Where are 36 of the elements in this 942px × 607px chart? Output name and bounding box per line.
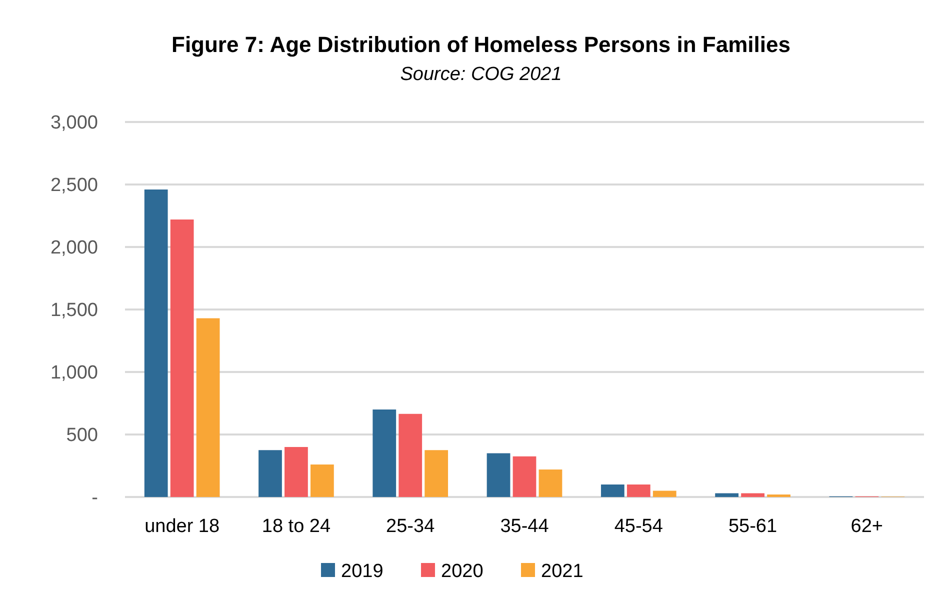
chart-subtitle: Source: COG 2021 — [400, 64, 562, 85]
bar — [538, 470, 562, 497]
y-tick-label: - — [92, 488, 98, 509]
legend-label: 2020 — [441, 561, 484, 582]
x-tick-label: 35-44 — [500, 516, 550, 537]
bar — [715, 493, 738, 497]
y-tick-label: 3,000 — [50, 112, 98, 134]
bar — [512, 456, 536, 497]
bar — [486, 453, 510, 497]
bar — [741, 493, 764, 497]
bar — [258, 450, 282, 497]
x-tick-label: 62+ — [850, 516, 884, 537]
bar — [600, 484, 624, 497]
legend-label: 2019 — [341, 561, 384, 582]
bar — [170, 220, 194, 497]
bar — [652, 490, 676, 497]
y-tick-label: 500 — [66, 425, 98, 446]
y-tick-label: 2,500 — [50, 175, 98, 196]
legend-label: 2021 — [541, 561, 584, 582]
bar — [196, 318, 220, 497]
bar — [310, 464, 334, 497]
y-tick-label: 2,000 — [50, 238, 98, 259]
x-tick-label: 25-34 — [386, 516, 436, 537]
bar — [284, 447, 308, 497]
y-tick-label: 1,000 — [50, 362, 98, 384]
bar — [424, 450, 448, 497]
bar — [372, 410, 396, 497]
x-tick-label: 45-54 — [614, 516, 664, 537]
x-tick-label: 55-61 — [728, 516, 778, 537]
bar — [144, 190, 168, 497]
bar — [398, 414, 422, 497]
x-tick-label: 18 to 24 — [262, 516, 331, 537]
chart-title: Figure 7: Age Distribution of Homeless Persons in Families — [172, 32, 790, 57]
bar — [626, 484, 650, 497]
x-tick-label: under 18 — [144, 516, 220, 537]
y-tick-label: 1,500 — [50, 300, 98, 322]
